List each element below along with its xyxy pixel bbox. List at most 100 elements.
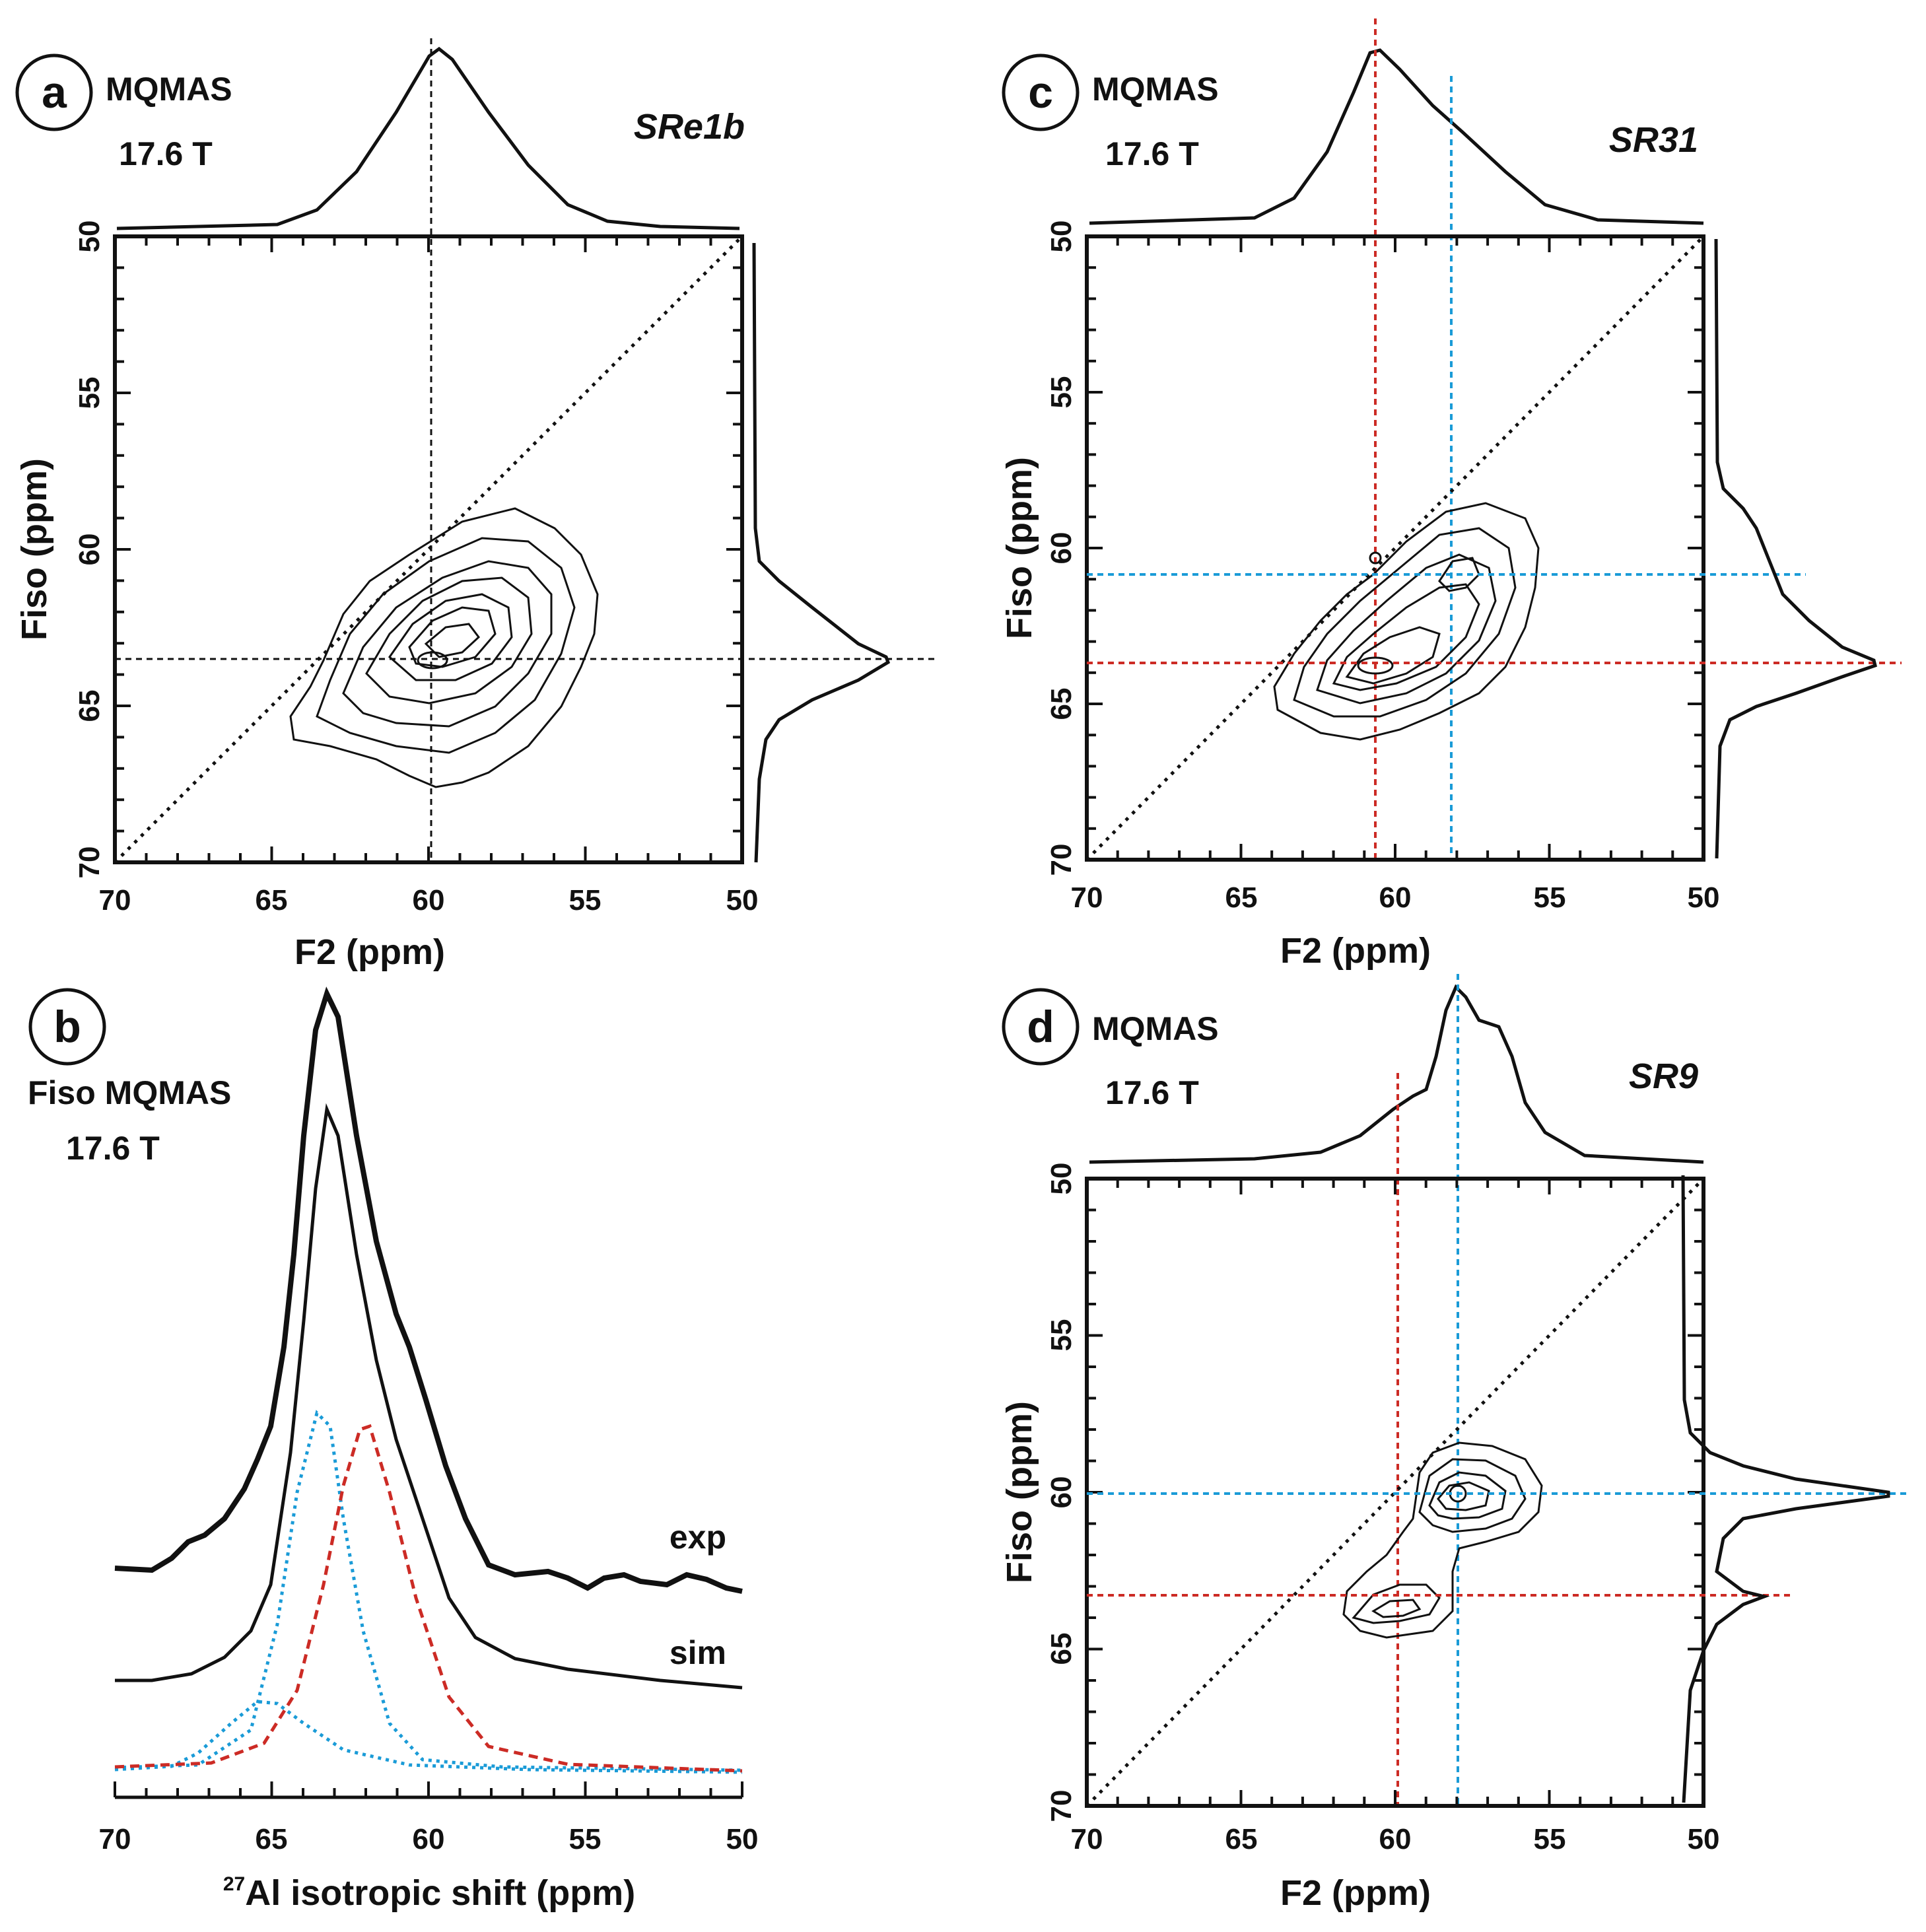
panel-d-f2-projection (1089, 984, 1704, 1164)
panel-a-contour-outer (289, 507, 599, 788)
xtick-label: 50 (726, 1823, 759, 1855)
panel-d-contour (1428, 1471, 1507, 1520)
panel-c-f2-projection (1089, 48, 1704, 225)
panel-a-contour-core (417, 651, 448, 670)
xtick-label: 50 (1688, 881, 1720, 914)
panel-b-badge (28, 988, 106, 1066)
ytick-label: 55 (1045, 1319, 1078, 1352)
panel-d-contour-outer (1342, 1441, 1543, 1639)
xtick-label: 70 (1071, 1823, 1103, 1855)
panel-a-contour (388, 593, 513, 681)
panel-a-tick-marks (114, 235, 743, 864)
xtick-label: 55 (569, 1823, 602, 1855)
panel-a-ylabel: Fiso (ppm) (15, 458, 54, 640)
panel-c-badge (1002, 53, 1080, 131)
panel-a-xticklabels: 70 65 60 55 50 (99, 884, 759, 916)
xtick-label: 50 (1688, 1823, 1720, 1855)
panel-b: b Fiso MQMAS 17.6 T exp sim 70 65 60 55 … (28, 986, 759, 1913)
panel-a-badge (15, 53, 93, 131)
panel-b-xlabel: 27Al isotropic shift (ppm) (223, 1873, 635, 1913)
ytick-label: 60 (73, 534, 106, 566)
xtick-label: 60 (413, 884, 445, 916)
panel-c-ylabel: Fiso (ppm) (1000, 457, 1039, 639)
panel-c-contour (1345, 626, 1441, 685)
panel-d-ylabel: Fiso (ppm) (1000, 1401, 1039, 1583)
panel-d-contour-red-site (1352, 1583, 1441, 1624)
panel-d-fiso-projection (1681, 1175, 1890, 1803)
panel-b-sim-label: sim (670, 1634, 726, 1671)
panel-a-contour (316, 537, 576, 754)
panel-c-method: MQMAS (1092, 71, 1219, 108)
panel-c-sample: SR31 (1609, 120, 1698, 160)
panel-a-letter: a (42, 67, 67, 118)
xtick-label: 55 (569, 884, 602, 916)
panel-c-contour (1293, 527, 1517, 718)
panel-d-method: MQMAS (1092, 1010, 1219, 1047)
xtick-label: 60 (413, 1823, 445, 1855)
panel-a-yticklabels: 70 65 60 55 50 (73, 221, 106, 879)
panel-d-tick-marks (1085, 1177, 1705, 1807)
xtick-label: 55 (1534, 1823, 1566, 1855)
xtick-label: 70 (99, 884, 131, 916)
xtick-label: 70 (99, 1823, 131, 1855)
panel-b-xticklabels: 70 65 60 55 50 (99, 1823, 759, 1855)
panel-a-contour (424, 623, 481, 658)
panel-b-exp-label: exp (670, 1519, 726, 1556)
ytick-label: 55 (1045, 376, 1078, 409)
panel-a-field: 17.6 T (119, 135, 213, 172)
panel-a-contours (289, 507, 599, 788)
ytick-label: 65 (1045, 688, 1078, 720)
xtick-label: 65 (256, 884, 288, 916)
xtick-label: 50 (726, 884, 759, 916)
panel-d-contour (1418, 1458, 1527, 1533)
panel-d-sample: SR9 (1629, 1056, 1698, 1096)
panel-d-yticklabels: 70 65 60 55 50 (1045, 1163, 1078, 1822)
ytick-label: 60 (1045, 532, 1078, 565)
panel-c-letter: c (1028, 67, 1053, 118)
panel-a-method: MQMAS (106, 71, 232, 108)
panel-c-contour (1316, 553, 1497, 705)
panel-a-contour (408, 606, 497, 668)
ytick-label: 70 (1045, 1790, 1078, 1822)
panel-a-contour (342, 560, 553, 728)
ytick-label: 65 (1045, 1633, 1078, 1665)
ytick-label: 50 (73, 221, 106, 253)
panel-a-f2-projection (116, 46, 740, 230)
panel-d-contour (1437, 1481, 1490, 1511)
ytick-label: 55 (73, 377, 106, 409)
panel-c-xticklabels: 70 65 60 55 50 (1071, 881, 1720, 914)
xtick-label: 55 (1534, 881, 1566, 914)
panel-d-contours (1342, 1441, 1543, 1639)
panel-a-diagonal (114, 235, 743, 864)
panel-d: d MQMAS 17.6 T SR9 70 65 60 55 50 (1000, 974, 1908, 1913)
ytick-label: 60 (1045, 1476, 1078, 1509)
xtick-label: 65 (1225, 1823, 1258, 1855)
panel-c-contour-core-small (1369, 551, 1382, 565)
panel-b-component-blue-minor (114, 1700, 743, 1774)
panel-a-sample: SRe1b (634, 107, 745, 147)
panel-a: a MQMAS 17.6 T SRe1b 70 65 60 55 50 (15, 38, 938, 972)
panel-c-tick-marks (1085, 235, 1705, 861)
panel-d-diagonal (1085, 1177, 1705, 1807)
panel-c-field: 17.6 T (1105, 135, 1199, 172)
panel-c: c MQMAS 17.6 T SR31 70 65 60 55 50 (1000, 18, 1902, 971)
panel-c-contour-outer (1273, 502, 1540, 741)
panel-b-tick-marks (114, 1781, 743, 1797)
ytick-label: 70 (73, 846, 106, 879)
xtick-label: 60 (1379, 1823, 1412, 1855)
panel-b-component-red (114, 1424, 743, 1773)
xtick-label: 65 (1225, 881, 1258, 914)
panel-c-xlabel: F2 (ppm) (1280, 931, 1431, 971)
panel-d-xlabel: F2 (ppm) (1280, 1873, 1431, 1913)
panel-c-fiso-projection (1714, 238, 1877, 859)
panel-c-diagonal (1085, 235, 1705, 861)
xtick-label: 70 (1071, 881, 1103, 914)
ytick-label: 50 (1045, 1163, 1078, 1195)
panel-c-contour (1332, 583, 1480, 691)
panel-b-letter: b (53, 1002, 81, 1052)
panel-d-badge (1002, 988, 1080, 1066)
ytick-label: 50 (1045, 221, 1078, 253)
panel-b-field: 17.6 T (66, 1130, 160, 1167)
panel-d-xticklabels: 70 65 60 55 50 (1071, 1823, 1720, 1855)
